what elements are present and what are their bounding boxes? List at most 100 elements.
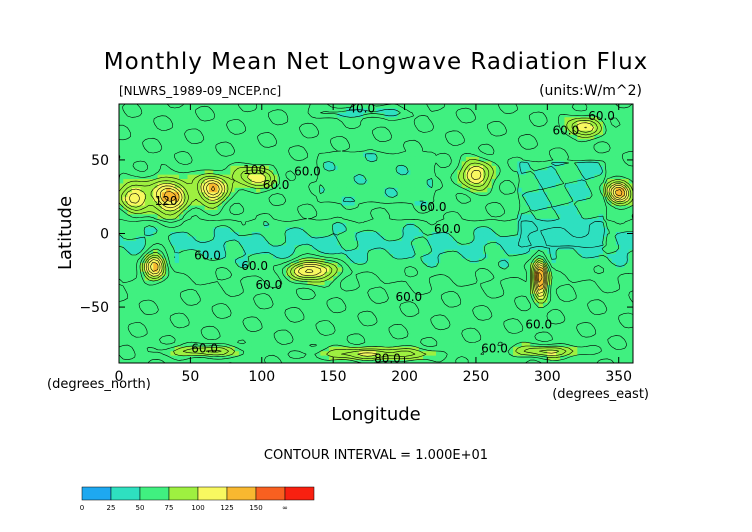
field-cell (328, 245, 334, 251)
field-cell (243, 183, 248, 189)
field-cell (208, 227, 214, 233)
field-cell (140, 285, 146, 290)
field-cell (311, 249, 317, 255)
field-cell (243, 232, 248, 237)
field-cell (264, 223, 270, 229)
field-cell (354, 209, 360, 215)
field-cell (213, 170, 219, 176)
field-cell (611, 148, 617, 154)
field-cell (358, 134, 364, 140)
field-cell (453, 139, 458, 145)
field-cell (405, 218, 411, 224)
field-cell (487, 183, 493, 189)
field-cell (354, 148, 360, 154)
field-cell (247, 201, 253, 207)
field-cell (577, 174, 583, 180)
field-cell (277, 187, 283, 193)
field-cell (513, 161, 518, 167)
field-cell (230, 134, 236, 140)
field-cell (251, 214, 257, 220)
field-cell (547, 232, 553, 237)
field-cell (226, 214, 231, 220)
field-cell (603, 205, 608, 211)
field-cell (508, 223, 514, 229)
field-cell (508, 161, 514, 167)
field-cell (418, 285, 424, 290)
field-cell (131, 227, 137, 233)
field-cell (127, 161, 133, 167)
field-cell (281, 280, 287, 286)
field-cell (247, 174, 253, 180)
field-cell (423, 223, 428, 229)
field-cell (221, 192, 227, 198)
field-cell (277, 236, 283, 242)
field-cell (153, 280, 159, 286)
field-cell (290, 201, 296, 207)
field-cell (166, 117, 171, 123)
field-cell (573, 170, 578, 176)
field-cell (388, 108, 394, 114)
field-cell (534, 232, 540, 237)
field-cell (247, 223, 253, 229)
field-cell (410, 192, 416, 198)
field-cell (238, 249, 244, 255)
field-cell (594, 192, 600, 198)
field-cell (131, 148, 137, 154)
field-cell (611, 156, 617, 162)
field-cell (491, 117, 497, 123)
field-cell (577, 249, 583, 255)
field-cell (350, 232, 356, 237)
field-cell (568, 121, 574, 127)
field-cell (204, 121, 210, 127)
field-cell (435, 285, 441, 290)
field-cell (393, 236, 398, 242)
field-cell (191, 258, 197, 264)
field-cell (560, 223, 565, 229)
field-cell (465, 143, 471, 149)
field-cell (500, 205, 505, 211)
field-cell (513, 223, 518, 229)
field-cell (148, 192, 154, 198)
field-cell (376, 161, 381, 167)
field-cell (367, 174, 373, 180)
field-cell (243, 262, 248, 268)
field-cell (376, 121, 381, 127)
field-cell (281, 249, 287, 255)
field-cell (376, 201, 381, 207)
field-cell (564, 214, 570, 220)
field-cell (427, 130, 433, 136)
field-cell (448, 152, 454, 158)
field-cell (530, 112, 535, 118)
field-cell (388, 205, 394, 211)
field-cell (405, 280, 411, 286)
field-cell (298, 258, 304, 264)
field-cell (384, 249, 390, 255)
field-cell (393, 121, 398, 127)
field-cell (410, 152, 416, 158)
field-cell (585, 262, 591, 268)
field-cell (183, 227, 189, 233)
field-cell (564, 232, 570, 237)
field-cell (611, 271, 617, 277)
field-cell (538, 156, 544, 162)
field-cell (136, 152, 141, 158)
field-cell (328, 139, 334, 145)
field-cell (611, 161, 617, 167)
field-cell (256, 214, 261, 220)
field-cell (187, 126, 193, 131)
field-cell (358, 161, 364, 167)
field-cell (346, 201, 351, 207)
field-cell (585, 179, 591, 184)
field-cell (170, 280, 176, 286)
field-cell (273, 267, 278, 273)
field-cell (405, 240, 411, 246)
field-cell (148, 156, 154, 162)
field-cell (140, 108, 146, 114)
field-cell (491, 262, 497, 268)
field-cell (414, 258, 420, 264)
field-cell (435, 205, 441, 211)
field-cell (388, 209, 394, 215)
field-cell (208, 240, 214, 246)
field-cell (204, 161, 210, 167)
field-cell (457, 139, 463, 145)
